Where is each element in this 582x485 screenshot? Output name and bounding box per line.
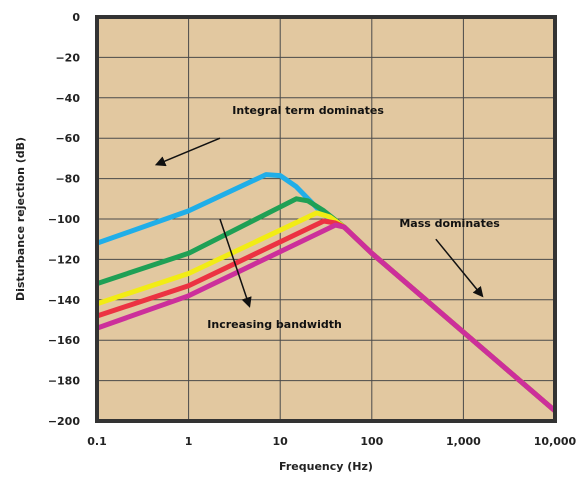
x-tick-labels: 0.1 1 10 100 1,000 10,000 (87, 435, 576, 448)
y-tick-label: −40 (55, 92, 80, 105)
x-tick-label: 1,000 (446, 435, 481, 448)
y-tick-label: −100 (48, 213, 81, 226)
y-tick-label: −60 (55, 132, 80, 145)
annotation-arrow (219, 218, 252, 308)
annotations: Integral term dominates Mass dominates Inc… (154, 104, 500, 331)
x-tick-label: 100 (360, 435, 383, 448)
y-tick-labels: 0 −20 −40 −60 −80 −100 −120 −140 −160 −180 −200 (48, 11, 81, 428)
x-axis-label: Frequency (Hz) (279, 460, 373, 473)
x-tick-label: 10,000 (534, 435, 577, 448)
y-tick-label: −160 (48, 334, 81, 347)
x-tick-label: 1 (185, 435, 193, 448)
y-tick-label: −140 (48, 294, 81, 307)
annotation-arrow (154, 137, 221, 167)
series-line-5 (97, 222, 555, 414)
series-group (97, 172, 555, 414)
y-tick-label: 0 (72, 11, 80, 24)
y-axis-label: Disturbance rejection (dB) (14, 137, 27, 301)
annotation-arrow (435, 238, 484, 298)
annotation-label: Mass dominates (399, 217, 500, 230)
y-tick-label: −120 (48, 253, 81, 266)
y-tick-label: −200 (48, 415, 81, 428)
y-tick-label: −180 (48, 375, 81, 388)
x-tick-label: 0.1 (87, 435, 107, 448)
grid (96, 16, 556, 422)
annotation-label: Increasing bandwidth (207, 318, 342, 331)
annotation-label: Integral term dominates (232, 104, 384, 117)
y-tick-label: −20 (55, 51, 80, 64)
x-tick-label: 10 (273, 435, 289, 448)
plot-frame (95, 15, 557, 423)
y-tick-label: −80 (55, 173, 80, 186)
